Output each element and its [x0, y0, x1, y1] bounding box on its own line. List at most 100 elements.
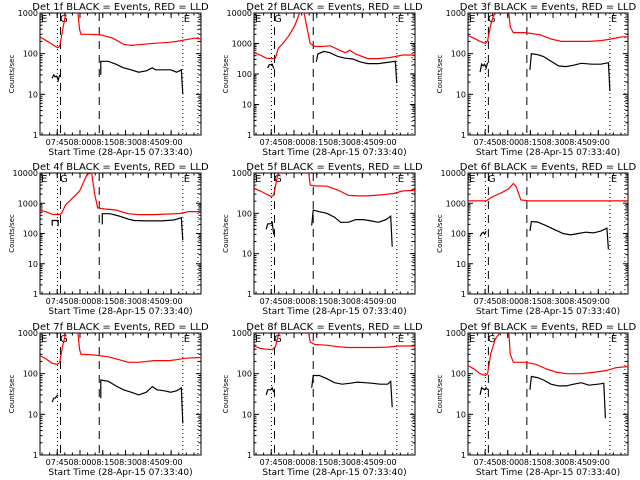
panel-7: Det 7f BLACK = Events, RED = LLD 1 10 100 10… [8, 322, 209, 478]
interval-marker-label: G [60, 174, 68, 185]
lld-series-line [254, 13, 415, 60]
y-tick-label: 1000 [446, 329, 466, 338]
panel-1: Det 1f BLACK = Events, RED = LLD 1 10 100 10… [8, 2, 209, 158]
interval-marker-label: E [184, 334, 190, 345]
x-tick-label: 08:15 [91, 297, 114, 306]
events-series-line [479, 230, 487, 237]
x-tick-label: 07:45 [474, 458, 497, 467]
interval-marker-label: E [398, 174, 404, 185]
interval-marker-label: G [60, 14, 68, 25]
lld-series-line [508, 333, 628, 375]
y-axis-label: Counts/sec [8, 55, 16, 94]
x-tick-label: 08:00 [68, 297, 91, 306]
y-axis-label: Counts/sec [436, 55, 444, 94]
x-tick-label: 09:00 [587, 458, 610, 467]
x-axis-label: Start Time (28-Apr-15 07:33:40) [262, 148, 406, 158]
y-tick-label: 10 [242, 410, 252, 419]
series-group [254, 333, 415, 408]
y-tick-label: 100 [451, 230, 466, 239]
x-tick-label: 08:00 [282, 297, 305, 306]
y-axis-label: Counts/sec [222, 55, 230, 94]
x-tick-label: 08:15 [519, 138, 542, 147]
y-tick-label: 10 [28, 90, 38, 99]
events-series-line [529, 220, 609, 250]
x-tick-label: 08:30 [541, 458, 564, 467]
x-tick-label: 07:45 [260, 297, 283, 306]
x-tick-label: 08:45 [351, 138, 374, 147]
y-tick-label: 10 [456, 260, 466, 269]
lld-series-line [254, 173, 280, 198]
x-tick-label: 09:00 [374, 458, 397, 467]
x-axis-label: Start Time (28-Apr-15 07:33:40) [262, 468, 406, 478]
panel-5: Det 5f BLACK = Events, RED = LLD 1 10 100 10… [222, 162, 423, 317]
plot-frame [467, 172, 629, 295]
interval-marker-label: E [611, 334, 617, 345]
events-series-line [51, 73, 61, 83]
x-tick-label: 08:45 [351, 458, 374, 467]
interval-marker-label: E [255, 14, 261, 25]
plot-frame [253, 332, 416, 456]
x-axis-label: Start Time (28-Apr-15 07:33:40) [262, 307, 406, 317]
x-axis-label: Start Time (28-Apr-15 07:33:40) [476, 468, 620, 478]
x-tick-label: 09:00 [160, 138, 183, 147]
x-tick-label: 08:00 [282, 458, 305, 467]
lld-series-line [308, 173, 415, 197]
x-tick-label: 07:45 [474, 138, 497, 147]
y-tick-label: 10 [242, 250, 252, 259]
panel-9: Det 9f BLACK = Events, RED = LLD 1 10 100 10… [436, 322, 636, 478]
y-tick-label: 10 [28, 410, 38, 419]
interval-marker-label: G [274, 334, 282, 345]
series-group [468, 333, 628, 419]
interval-marker-label: E [41, 14, 47, 25]
chart-title: Det 1f BLACK = Events, RED = LLD [32, 2, 209, 13]
y-tick-label: 1 [461, 451, 466, 460]
y-tick-label: 1000 [18, 199, 38, 208]
y-tick-label: 1000 [446, 9, 466, 18]
x-axis-label: Start Time (28-Apr-15 07:33:40) [48, 468, 192, 478]
x-tick-label: 07:45 [474, 297, 497, 306]
x-tick-label: 08:15 [305, 138, 328, 147]
x-tick-label: 08:45 [137, 297, 160, 306]
x-tick-label: 08:15 [91, 458, 114, 467]
x-tick-label: 08:00 [282, 138, 305, 147]
x-tick-label: 08:15 [519, 297, 542, 306]
y-tick-label: 1000 [232, 40, 252, 49]
series-group [40, 173, 201, 241]
interval-marker-label: E [398, 334, 404, 345]
x-tick-label: 08:15 [305, 458, 328, 467]
y-tick-label: 1000 [446, 199, 466, 208]
lld-series-line [40, 333, 68, 365]
x-tick-label: 07:45 [260, 138, 283, 147]
y-tick-label: 1000 [18, 329, 38, 338]
x-tick-label: 09:00 [587, 297, 610, 306]
interval-marker-label: E [41, 334, 47, 345]
events-series-line [51, 219, 59, 226]
x-axis-label: Start Time (28-Apr-15 07:33:40) [476, 148, 620, 158]
events-series-line [267, 63, 275, 69]
interval-marker-label: E [255, 334, 261, 345]
x-tick-label: 08:30 [541, 138, 564, 147]
y-tick-label: 1 [33, 131, 38, 140]
y-tick-label: 100 [451, 50, 466, 59]
y-tick-label: 10 [242, 101, 252, 110]
interval-marker-label: E [611, 14, 617, 25]
events-series-line [529, 375, 606, 419]
chart-title: Det 5f BLACK = Events, RED = LLD [246, 162, 423, 173]
series-group [40, 13, 201, 95]
x-tick-label: 08:15 [519, 458, 542, 467]
y-tick-label: 100 [23, 50, 38, 59]
x-tick-label: 08:30 [114, 138, 137, 147]
y-tick-label: 100 [237, 209, 252, 218]
x-tick-label: 08:45 [564, 458, 587, 467]
lld-series-line [468, 13, 498, 45]
plot-frame [39, 172, 202, 295]
y-tick-label: 10000 [13, 169, 38, 178]
plot-frame [39, 332, 202, 456]
x-tick-label: 08:45 [564, 297, 587, 306]
y-tick-label: 10 [456, 90, 466, 99]
y-tick-label: 1000 [232, 169, 252, 178]
x-axis-label: Start Time (28-Apr-15 07:33:40) [48, 307, 192, 317]
panel-4: Det 4f BLACK = Events, RED = LLD 1 10 100 10… [8, 162, 209, 317]
interval-marker-label: E [41, 174, 47, 185]
